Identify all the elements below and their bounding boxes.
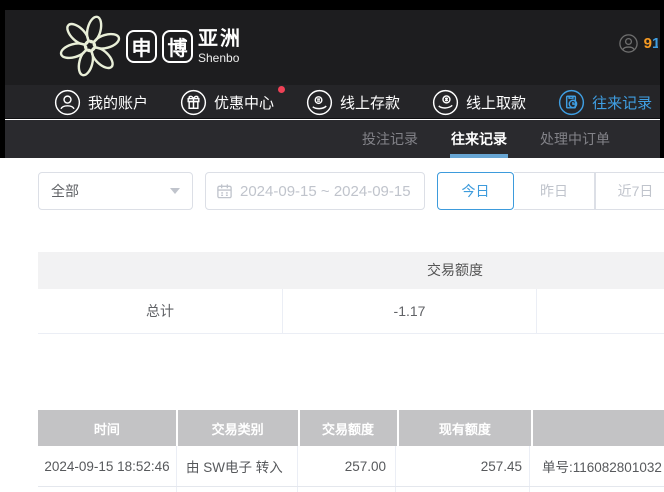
summary-amount-header: 交易额度 xyxy=(427,262,483,278)
col-header-time: 时间 xyxy=(38,410,176,446)
quick-filter-yesterday[interactable]: 昨日 xyxy=(514,172,595,210)
select-value: 全部 xyxy=(51,183,79,199)
deposit-icon xyxy=(306,89,333,115)
col-header-balance: 现有额度 xyxy=(398,410,532,446)
date-range-value: 2024-09-15 ~ 2024-09-15 xyxy=(240,182,411,200)
subnav-bar: 投注记录 往来记录 处理中订单 xyxy=(0,120,664,158)
username: 9 xyxy=(643,35,652,52)
logo-region-text: 亚洲 xyxy=(198,27,242,50)
summary-empty-cell xyxy=(537,289,664,333)
nav-label: 优惠中心 xyxy=(214,94,275,112)
summary-table-header: 交易额度 xyxy=(38,252,664,289)
date-range-input[interactable]: 2024-09-15 ~ 2024-09-15 xyxy=(205,172,425,210)
nav-item-promotions[interactable]: 优惠中心 xyxy=(180,85,286,116)
summary-table: 交易额度 总计 -1.17 xyxy=(38,252,664,334)
notification-dot xyxy=(278,85,286,93)
nav-label: 往来记录 xyxy=(592,94,653,112)
nav-label: 我的账户 xyxy=(88,94,149,112)
avatar-icon xyxy=(618,34,638,53)
cell-balance: 257.45 xyxy=(396,446,530,486)
right-edge xyxy=(660,0,664,158)
nav-label: 线上存款 xyxy=(340,94,401,112)
cell-order-number: 单号:116082801032 xyxy=(542,460,662,475)
brand-logo[interactable]: 申 博 亚洲 Shenbo xyxy=(58,14,242,78)
nav-item-transactions[interactable]: 往来记录 xyxy=(558,89,652,116)
withdraw-icon xyxy=(432,89,459,115)
tab-pending-orders[interactable]: 处理中订单 xyxy=(540,120,610,158)
user-icon xyxy=(54,89,81,115)
cell-type: 由 SW电子 转入 xyxy=(177,446,298,486)
nav-item-withdraw[interactable]: 线上取款 xyxy=(432,89,526,116)
cell-amount: 257.00 xyxy=(298,446,396,486)
tab-bet-records[interactable]: 投注记录 xyxy=(362,120,418,158)
logo-box-shen: 申 xyxy=(126,29,157,63)
quick-filter-today[interactable]: 今日 xyxy=(437,172,514,210)
nav-item-my-account[interactable]: 我的账户 xyxy=(54,89,148,116)
logo-subtext: Shenbo xyxy=(198,50,240,65)
record-row: 2024-09-15 18:52:46 由 SW电子 转入 257.00 257… xyxy=(38,446,664,487)
active-tab-underline xyxy=(450,154,508,158)
summary-total-value: -1.17 xyxy=(283,289,537,333)
username-clipped: 1 xyxy=(652,35,658,52)
col-header-remark xyxy=(533,410,664,446)
quick-date-filters: 今日 昨日 近7日 xyxy=(437,172,664,210)
summary-total-row: 总计 -1.17 xyxy=(38,289,664,334)
main-content: 全部 2024-09-15 ~ 2024-09-15 今日 昨日 近7日 交易额… xyxy=(0,158,664,492)
col-header-amount: 交易额度 xyxy=(299,410,397,446)
main-navbar: 我的账户 优惠中心 线上存款 线上取款 xyxy=(0,85,664,119)
tab-label: 投注记录 xyxy=(362,131,418,147)
records-table-header: 时间 交易类别 交易额度 现有额度 xyxy=(38,410,664,446)
nav-label: 线上取款 xyxy=(466,94,527,112)
transaction-type-select[interactable]: 全部 xyxy=(38,172,193,210)
records-icon xyxy=(558,89,585,115)
logo-box-bo: 博 xyxy=(162,29,193,63)
tab-transaction-records[interactable]: 往来记录 xyxy=(450,120,508,158)
summary-total-label: 总计 xyxy=(38,289,283,333)
gift-icon xyxy=(180,89,207,115)
col-header-type: 交易类别 xyxy=(177,410,298,446)
record-row-partial xyxy=(38,487,664,492)
cell-time: 2024-09-15 18:52:46 xyxy=(38,446,177,486)
tab-label: 处理中订单 xyxy=(540,131,610,147)
left-edge xyxy=(0,0,5,158)
flower-logo-icon xyxy=(59,15,121,77)
logo-character-boxes: 申 博 xyxy=(126,29,193,63)
chevron-down-icon xyxy=(170,188,180,194)
records-table: 时间 交易类别 交易额度 现有额度 2024-09-15 18:52:46 由 … xyxy=(38,410,664,492)
top-black-bar xyxy=(0,0,664,10)
logo-text: 亚洲 Shenbo xyxy=(198,29,242,64)
user-account-area[interactable]: 9 1 xyxy=(618,34,658,53)
site-header: 申 博 亚洲 Shenbo 9 1 xyxy=(0,10,664,85)
tab-label: 往来记录 xyxy=(451,131,507,147)
quick-filter-last7days[interactable]: 近7日 xyxy=(595,172,664,210)
calendar-icon xyxy=(217,183,232,198)
nav-item-deposit[interactable]: 线上存款 xyxy=(306,89,400,116)
